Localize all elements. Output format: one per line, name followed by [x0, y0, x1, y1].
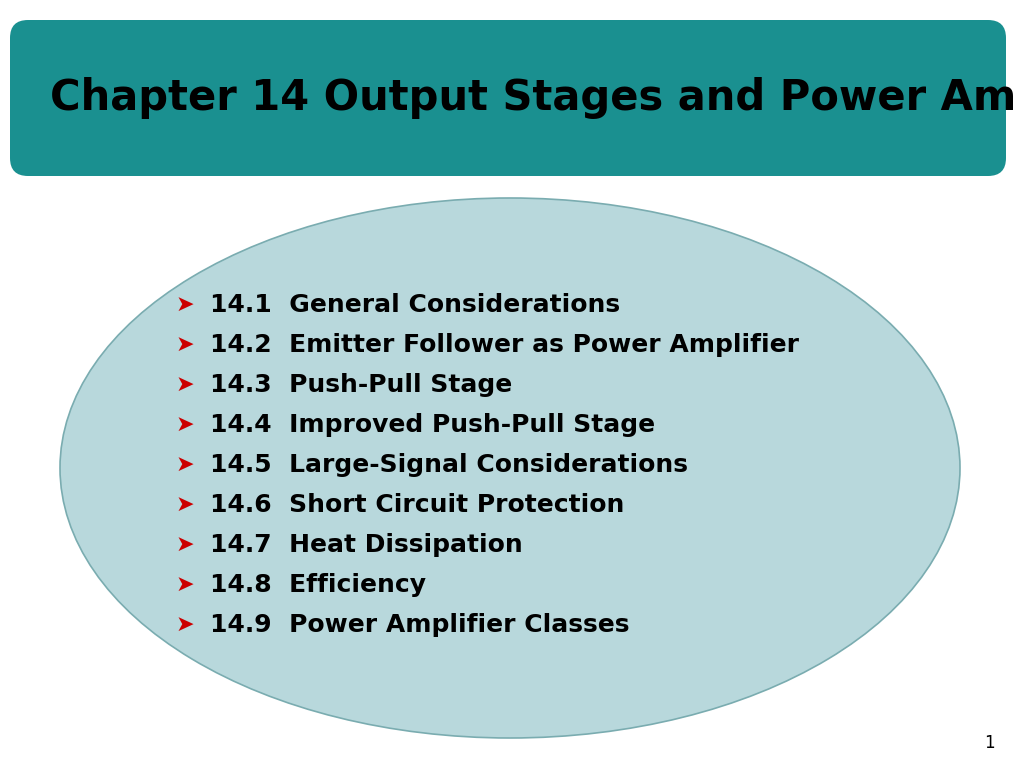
- Text: 14.2  Emitter Follower as Power Amplifier: 14.2 Emitter Follower as Power Amplifier: [210, 333, 798, 357]
- Text: ➤: ➤: [175, 495, 195, 515]
- Text: 14.1  General Considerations: 14.1 General Considerations: [210, 293, 620, 317]
- Text: 14.6  Short Circuit Protection: 14.6 Short Circuit Protection: [210, 493, 624, 517]
- Text: 14.5  Large-Signal Considerations: 14.5 Large-Signal Considerations: [210, 453, 688, 477]
- Text: ➤: ➤: [175, 455, 195, 475]
- Text: 14.7  Heat Dissipation: 14.7 Heat Dissipation: [210, 533, 523, 557]
- Text: ➤: ➤: [175, 295, 195, 315]
- Ellipse shape: [60, 198, 959, 738]
- Text: ➤: ➤: [175, 415, 195, 435]
- Text: ➤: ➤: [175, 535, 195, 555]
- Text: Chapter 14 Output Stages and Power Amplifiers: Chapter 14 Output Stages and Power Ampli…: [50, 77, 1019, 119]
- Text: 14.4  Improved Push-Pull Stage: 14.4 Improved Push-Pull Stage: [210, 413, 654, 437]
- Text: 1: 1: [983, 734, 994, 752]
- Text: ➤: ➤: [175, 335, 195, 355]
- Text: 14.8  Efficiency: 14.8 Efficiency: [210, 573, 426, 597]
- Text: ➤: ➤: [175, 575, 195, 595]
- Text: 14.3  Push-Pull Stage: 14.3 Push-Pull Stage: [210, 373, 512, 397]
- FancyBboxPatch shape: [10, 20, 1005, 176]
- Text: ➤: ➤: [175, 375, 195, 395]
- Text: ➤: ➤: [175, 615, 195, 635]
- Text: 14.9  Power Amplifier Classes: 14.9 Power Amplifier Classes: [210, 613, 629, 637]
